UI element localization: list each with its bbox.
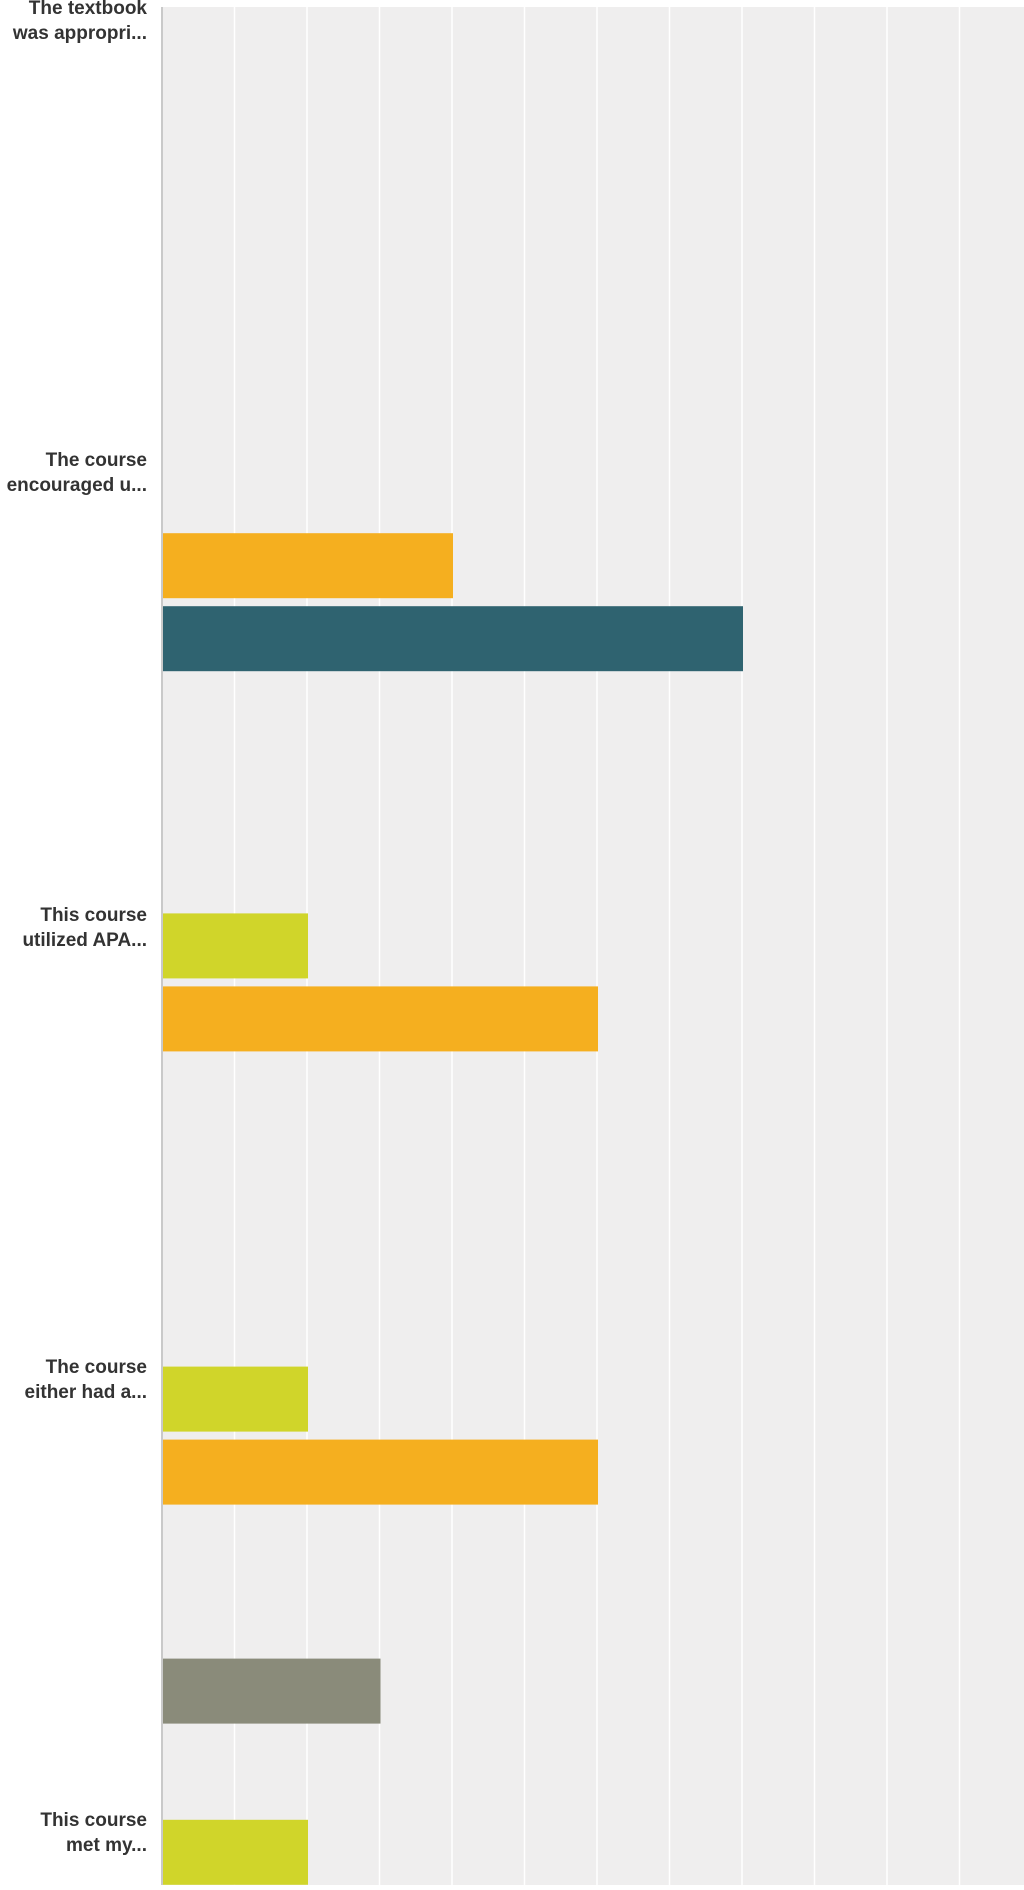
- bar: [163, 1819, 308, 1885]
- bar: [163, 1439, 598, 1505]
- category-label: The textbook was appropri...: [12, 0, 148, 44]
- bar: [163, 986, 598, 1052]
- category-label: The course encouraged u...: [7, 450, 147, 496]
- bar: [163, 533, 453, 599]
- bar: [163, 1366, 308, 1432]
- category-label: This course met my...: [40, 1810, 147, 1856]
- category-label: This course utilized APA...: [22, 905, 147, 951]
- bar: [163, 1658, 381, 1724]
- category-label: The course either had a...: [25, 1357, 147, 1403]
- bar: [163, 913, 308, 979]
- bar: [163, 606, 743, 672]
